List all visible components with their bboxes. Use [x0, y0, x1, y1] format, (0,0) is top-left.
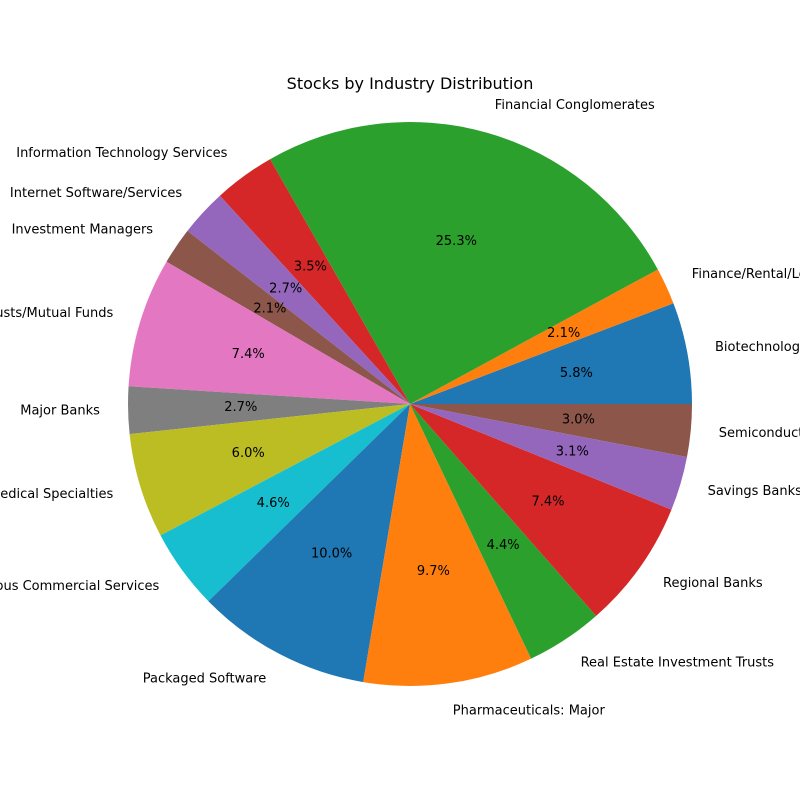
pie-percent-label: 7.4% — [531, 494, 564, 509]
pie-slice — [160, 404, 410, 602]
pie-percent-label: 2.7% — [224, 400, 257, 415]
pie-slice — [208, 404, 410, 683]
pie-percent-label: 2.7% — [269, 282, 302, 297]
pie-percent-label: 25.3% — [436, 234, 477, 249]
pie-slice — [270, 122, 658, 405]
pie-category-label: Internet Software/Services — [10, 186, 182, 201]
pie-slice — [410, 303, 692, 404]
pie-category-labels: Biotechnology Finance/Rental/Leasing Finan… — [0, 98, 800, 719]
pie-slice — [219, 159, 410, 404]
pie-slice — [410, 404, 687, 510]
pie-slices — [127, 122, 692, 686]
pie-category-label: Biotechnology — [715, 340, 800, 355]
pie-slice — [128, 261, 410, 404]
pie-slice — [187, 195, 410, 404]
pie-slice — [410, 269, 674, 404]
pie-percent-label: 2.1% — [253, 302, 286, 317]
pie-percent-label: 2.1% — [547, 326, 580, 341]
pie-percent-label: 3.0% — [562, 413, 595, 428]
pie-slice — [410, 404, 672, 616]
pie-category-label: Major Banks — [20, 403, 100, 418]
pie-category-label: Regional Banks — [663, 576, 763, 591]
pie-slice — [410, 404, 597, 659]
pie-category-label: Finance/Rental/Leasing — [692, 267, 800, 282]
pie-percent-label: 7.4% — [232, 347, 265, 362]
pie-category-label: Information Technology Services — [16, 146, 227, 161]
pie-percent-label: 9.7% — [417, 564, 450, 579]
pie-percent-label: 3.1% — [556, 444, 589, 459]
pie-percent-label: 4.4% — [487, 538, 520, 553]
pie-category-label: Pharmaceuticals: Major — [453, 704, 606, 719]
pie-category-label: Financial Conglomerates — [495, 98, 655, 113]
pie-category-label: Savings Banks — [708, 484, 800, 499]
pie-category-label: Investment Managers — [12, 223, 154, 238]
pie-percent-labels: 5.8% 2.1% 25.3% 3.5% 2.7% 2.1% 7.4% 2.7% 6.0% 4.6… — [224, 234, 595, 579]
pie-percent-label: 10.0% — [311, 547, 352, 562]
pie-percent-label: 4.6% — [257, 496, 290, 511]
pie-percent-label: 3.5% — [294, 260, 327, 275]
chart-title: Stocks by Industry Distribution — [287, 74, 534, 93]
pie-slice — [363, 404, 532, 686]
pie-slice — [410, 404, 692, 457]
pie-category-label: Semiconductors — [719, 426, 800, 441]
pie-category-label: Packaged Software — [143, 671, 267, 686]
pie-category-label: Miscellaneous Commercial Services — [0, 579, 160, 594]
pie-category-label: Investment Trusts/Mutual Funds — [0, 306, 114, 321]
pie-slice — [166, 230, 410, 404]
pie-category-label: Real Estate Investment Trusts — [581, 656, 775, 671]
pie-slice — [127, 386, 410, 435]
pie-percent-label: 6.0% — [232, 446, 265, 461]
pie-percent-label: 5.8% — [560, 366, 593, 381]
pie-category-label: Medical Specialties — [0, 487, 114, 502]
pie-slice — [129, 404, 411, 536]
